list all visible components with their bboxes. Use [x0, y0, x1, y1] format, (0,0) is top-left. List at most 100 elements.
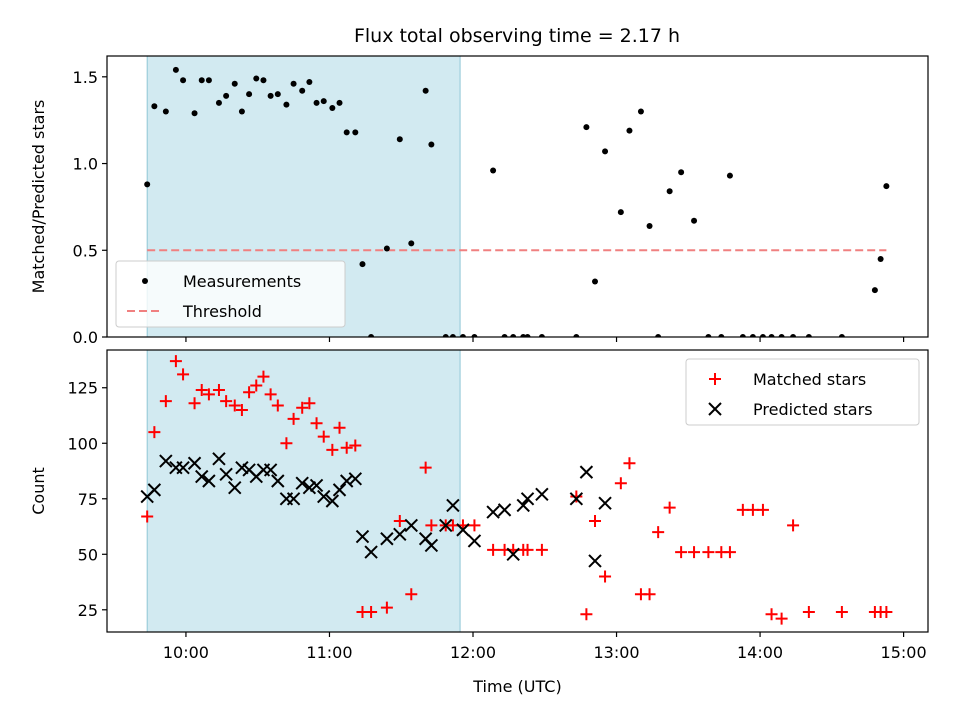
predicted-star-point	[202, 474, 216, 488]
measurement-point	[215, 99, 222, 106]
measurement-point	[336, 99, 343, 106]
measurement-point	[877, 255, 884, 262]
matched-star-point	[141, 510, 154, 523]
x-tick-label: 14:00	[737, 643, 783, 662]
axes-frame	[106, 55, 929, 338]
x-tick-label: 10:00	[163, 643, 209, 662]
predicted-star-point	[424, 538, 439, 553]
predicted-star-point	[588, 554, 602, 568]
measurement-point	[510, 334, 517, 337]
matched-star-point	[169, 355, 182, 368]
matched-star-point	[243, 386, 256, 399]
predicted-star-point	[195, 469, 209, 484]
measurement-point	[778, 334, 785, 337]
shaded-span	[146, 349, 461, 633]
measurement-point	[283, 101, 290, 108]
matched-star-point	[802, 606, 815, 619]
predicted-star-point	[309, 478, 324, 493]
predicted-star-point	[497, 503, 512, 517]
measurement-point	[383, 245, 390, 252]
measurement-point	[368, 334, 375, 337]
matched-star-point	[264, 388, 277, 401]
predicted-star-point	[516, 498, 530, 513]
measurement-point	[352, 129, 359, 136]
series-group	[144, 66, 890, 337]
matched-star-point	[280, 437, 293, 450]
predicted-star-point	[176, 460, 190, 475]
measurement-point	[655, 334, 662, 337]
predicted-star-point	[147, 483, 162, 497]
measurement-point	[449, 334, 456, 337]
measurement-point	[151, 103, 158, 110]
legend-box	[685, 358, 920, 426]
measurement-point	[172, 66, 179, 73]
measurement-point	[805, 334, 812, 337]
measurement-point	[313, 99, 320, 106]
predicted-star-point	[467, 534, 482, 548]
plot-layer: 0.0 0.5 1.0 1.5 Matched/Predicted stars Measu…	[29, 55, 929, 696]
predicted-star-point	[364, 545, 378, 559]
series-group	[140, 355, 893, 625]
legend-label: Measurements	[183, 272, 301, 291]
measurement-point	[180, 77, 187, 84]
matched-star-point	[326, 443, 339, 456]
predicted-star-point	[263, 463, 278, 477]
legend-label: Matched stars	[753, 370, 866, 389]
matched-star-point	[614, 477, 627, 490]
matched-star-point	[702, 546, 715, 559]
matched-star-point	[756, 503, 769, 516]
matched-star-point	[652, 526, 665, 539]
chart-title: Flux total observing time = 2.17 h	[354, 25, 680, 47]
predicted-star-point	[380, 532, 394, 546]
matched-star-point	[765, 608, 778, 621]
matched-star-point	[723, 546, 736, 559]
matched-star-point	[340, 441, 353, 454]
measurement-point	[790, 334, 797, 337]
matched-star-point	[623, 457, 636, 470]
predicted-star-point	[348, 472, 363, 486]
x-tick-label: 13:00	[593, 643, 639, 662]
matched-star-point	[250, 379, 263, 392]
matched-star-point	[787, 519, 800, 532]
measurement-point	[524, 334, 531, 337]
measurement-point	[871, 287, 878, 294]
legend: Measurements Threshold	[115, 260, 346, 328]
measurement-point	[359, 261, 366, 268]
matched-star-point	[746, 503, 759, 516]
measurement-point	[246, 91, 253, 98]
matched-star-point	[212, 383, 225, 396]
matched-star-point	[220, 395, 233, 408]
matched-star-point	[188, 397, 201, 410]
predicted-star-point	[219, 467, 233, 482]
matched-star-point	[521, 543, 534, 556]
panel-count: 25 50 75 100 125 10:00 11:00 12:00 13:00 14:00 15:…	[29, 349, 929, 662]
legend: Matched stars Predicted stars	[685, 358, 920, 426]
predicted-star-point	[569, 492, 584, 506]
axes-frame	[106, 349, 929, 633]
matched-star-point	[317, 430, 330, 443]
matched-star-point	[177, 368, 190, 381]
matched-star-point	[296, 401, 309, 414]
matched-star-point	[446, 519, 459, 532]
matched-star-point	[393, 514, 406, 527]
measurement-point	[267, 92, 274, 99]
predicted-star-point	[317, 489, 331, 504]
measurement-point	[573, 334, 580, 337]
measurement-point	[739, 334, 746, 337]
measurement-point	[191, 110, 198, 117]
matched-star-point	[589, 514, 602, 527]
matched-star-point	[287, 412, 300, 425]
matched-star-point	[487, 543, 500, 556]
predicted-star-point	[212, 452, 226, 466]
predicted-star-point	[159, 454, 173, 468]
matched-star-point	[228, 399, 241, 412]
matched-star-point	[405, 588, 418, 601]
predicted-star-point	[535, 487, 549, 502]
matched-star-point	[271, 399, 284, 412]
legend-marker-matched	[709, 373, 721, 385]
x-axis-label: Time (UTC)	[472, 677, 561, 696]
y-axis-label: Count	[29, 467, 48, 515]
matched-star-point	[736, 503, 749, 516]
measurement-point	[442, 334, 449, 337]
measurement-point	[759, 334, 766, 337]
